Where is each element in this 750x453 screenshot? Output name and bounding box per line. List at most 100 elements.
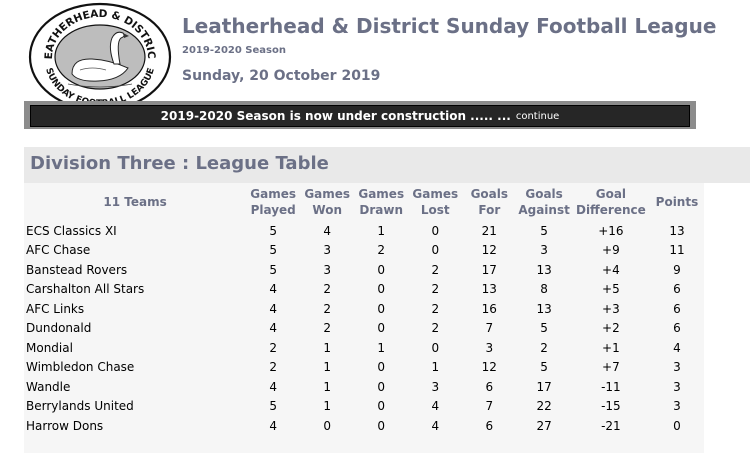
goal-difference-cell: +7 [602, 360, 620, 375]
goal-difference-cell: -11 [601, 379, 621, 394]
games-played-cell: 4 [269, 379, 277, 394]
games-drawn-cell: 0 [377, 418, 386, 433]
goals-for-cell: 12 [481, 243, 497, 258]
points-cell: 0 [673, 418, 681, 433]
games-drawn-cell: 0 [377, 301, 386, 316]
team-name: Dundonald [26, 321, 92, 336]
goals-against-cell: 17 [536, 379, 552, 394]
continue-link[interactable]: continue [515, 110, 560, 122]
games-won-cell: 2 [323, 301, 332, 316]
games-played-cell: 5 [269, 243, 277, 258]
games-won-cell: 1 [323, 379, 332, 394]
games-drawn-cell: 1 [377, 223, 386, 238]
col-goals-against: Goals Against [518, 187, 570, 217]
goal-difference-cell: +16 [598, 223, 624, 238]
table-row: AFC Chase 5 3 2 0 12 3 +9 11 [24, 241, 704, 261]
table-row: AFC Links 4 2 0 2 16 13 +3 6 [24, 299, 704, 319]
league-table-container: 11 Teams Games Played Games Won Games Drawn… [24, 183, 704, 453]
games-drawn-cell: 0 [377, 262, 386, 277]
games-played-cell: 4 [269, 301, 277, 316]
goals-for-cell: 21 [481, 223, 497, 238]
points-cell: 3 [673, 399, 681, 414]
games-lost-cell: 2 [431, 262, 440, 277]
games-played-cell: 4 [269, 321, 277, 336]
table-row: Wandle 4 1 0 3 6 17 -11 3 [24, 377, 704, 397]
goals-for-cell: 7 [485, 399, 494, 414]
goal-difference-cell: +5 [602, 282, 620, 297]
points-cell: 3 [673, 360, 681, 375]
goals-for-cell: 6 [485, 418, 494, 433]
division-title: Division Three : League Table [30, 153, 329, 174]
games-won-cell: 0 [323, 418, 332, 433]
goals-for-cell: 13 [481, 282, 497, 297]
games-played-cell: 5 [269, 223, 277, 238]
table-body: ECS Classics XI 5 4 1 0 21 5 +16 13 AFC Chase 5 3 2 0… [24, 221, 704, 436]
goal-difference-cell: +4 [602, 262, 620, 277]
games-played-cell: 5 [269, 399, 277, 414]
goals-against-cell: 8 [540, 282, 548, 297]
team-count-header: 11 Teams [103, 195, 167, 209]
games-lost-cell: 0 [431, 243, 440, 258]
team-name: Carshalton All Stars [26, 282, 145, 297]
goals-for-cell: 7 [485, 321, 494, 336]
league-logo: LEATHERHEAD & DISTRICT SUNDAY FOOTBALL L… [28, 2, 172, 112]
col-goals-for: Goals For [470, 187, 509, 217]
col-games-drawn: Games Drawn [358, 187, 405, 217]
goals-for-cell: 16 [481, 301, 497, 316]
team-name: Berrylands United [26, 399, 134, 414]
col-games-lost: Games Lost [412, 187, 459, 217]
games-won-cell: 3 [323, 243, 332, 258]
goals-against-cell: 5 [540, 321, 548, 336]
games-played-cell: 5 [269, 262, 277, 277]
team-name: Wandle [26, 379, 71, 394]
games-lost-cell: 0 [431, 223, 440, 238]
points-cell: 3 [673, 379, 681, 394]
goals-against-cell: 2 [540, 340, 548, 355]
games-won-cell: 3 [323, 262, 332, 277]
games-lost-cell: 2 [431, 301, 440, 316]
goals-for-cell: 17 [481, 262, 497, 277]
goals-against-cell: 22 [536, 399, 552, 414]
team-name: Wimbledon Chase [26, 360, 135, 375]
points-cell: 6 [673, 282, 681, 297]
goals-for-cell: 12 [481, 360, 497, 375]
goals-against-cell: 3 [540, 243, 548, 258]
goal-difference-cell: +3 [602, 301, 620, 316]
team-name: Mondial [26, 340, 73, 355]
season-subtitle: 2019-2020 Season [182, 45, 286, 56]
goals-against-cell: 27 [536, 418, 552, 433]
games-drawn-cell: 0 [377, 321, 386, 336]
games-drawn-cell: 0 [377, 399, 386, 414]
games-played-cell: 4 [269, 418, 277, 433]
games-won-cell: 2 [323, 282, 332, 297]
games-played-cell: 4 [269, 282, 277, 297]
goals-against-cell: 5 [540, 223, 548, 238]
team-name: Harrow Dons [26, 418, 104, 433]
points-cell: 4 [673, 340, 681, 355]
goal-difference-cell: -21 [601, 418, 621, 433]
goals-against-cell: 5 [540, 360, 548, 375]
announcement-text: 2019-2020 Season is now under constructi… [160, 109, 511, 123]
col-games-played: Games Played [250, 187, 297, 217]
site-title: Leatherhead & District Sunday Football L… [182, 14, 717, 38]
points-cell: 13 [669, 223, 685, 238]
games-lost-cell: 2 [431, 282, 440, 297]
table-row: Harrow Dons 4 0 0 4 6 27 -21 0 [24, 416, 704, 436]
points-cell: 6 [673, 301, 681, 316]
games-won-cell: 1 [323, 360, 332, 375]
goal-difference-cell: +2 [602, 321, 620, 336]
goal-difference-cell: -15 [601, 399, 621, 414]
current-date: Sunday, 20 October 2019 [182, 68, 381, 84]
goals-for-cell: 3 [485, 340, 494, 355]
games-lost-cell: 4 [431, 399, 440, 414]
goal-difference-cell: +9 [602, 243, 620, 258]
games-lost-cell: 0 [431, 340, 440, 355]
team-name: AFC Links [26, 301, 85, 316]
games-lost-cell: 2 [431, 321, 440, 336]
games-won-cell: 1 [323, 399, 332, 414]
team-name: Banstead Rovers [26, 262, 128, 277]
games-won-cell: 1 [323, 340, 332, 355]
points-cell: 9 [673, 262, 681, 277]
league-table: 11 Teams Games Played Games Won Games Drawn… [24, 183, 704, 436]
games-played-cell: 2 [269, 340, 277, 355]
